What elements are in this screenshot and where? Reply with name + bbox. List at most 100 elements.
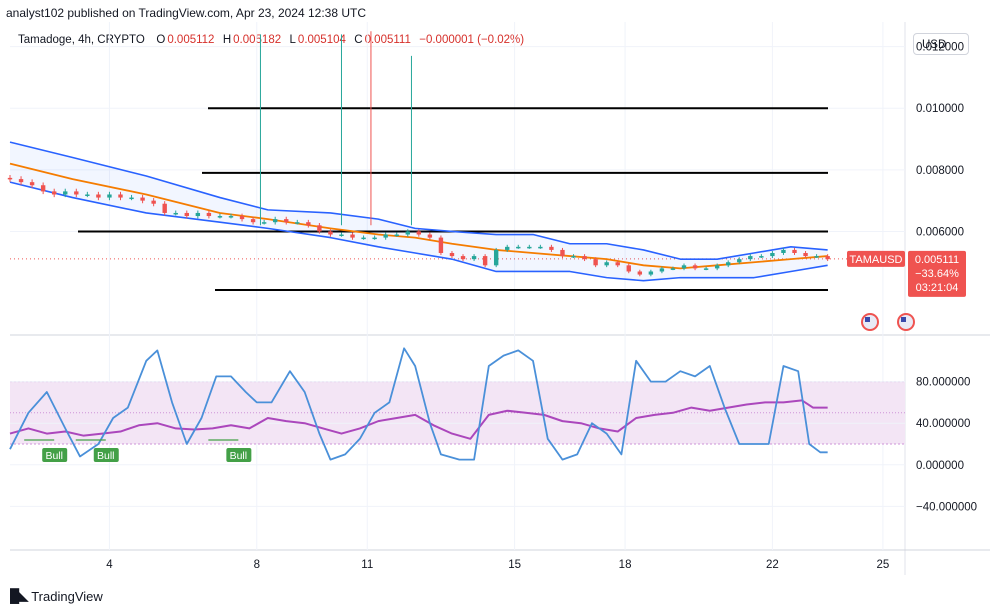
candle-body [560, 249, 565, 257]
candle-body [626, 265, 631, 272]
candle-body [482, 256, 488, 266]
price-tick-label: 0.008000 [916, 165, 964, 177]
candle-body [582, 256, 587, 260]
price-tag-price: 0.005111 [915, 254, 959, 266]
candle-body [339, 234, 344, 237]
candle-body [659, 268, 665, 272]
candle-body [306, 222, 311, 226]
open-label: O [156, 34, 166, 46]
candle-body [7, 177, 13, 180]
close-label: C [354, 34, 363, 46]
oscillator-tick-label: 40.000000 [916, 418, 970, 430]
price-tag-bg [908, 250, 966, 297]
flag-canton [865, 317, 870, 322]
close-value: 0.005111 [364, 34, 411, 46]
candle-body [648, 271, 654, 275]
candle-body [427, 234, 433, 238]
candle-body [527, 246, 532, 249]
candle-body [792, 249, 797, 253]
tradingview-logo[interactable]: █◣ TradingView [10, 588, 103, 604]
currency-button[interactable]: USD [913, 33, 969, 55]
price-tick-label: 0.006000 [916, 226, 964, 238]
candle-body [151, 200, 156, 204]
candle-body [416, 231, 422, 235]
symbol-tag-bg [847, 250, 905, 267]
candle-body [74, 191, 79, 195]
high-label: H [222, 34, 232, 46]
candle-body [759, 256, 764, 258]
candle-body [63, 191, 68, 195]
low-label: L [289, 34, 296, 46]
candle-body [206, 212, 212, 217]
candle-body [96, 194, 101, 198]
candle-body [239, 216, 245, 220]
x-tick-label: 25 [877, 559, 890, 571]
rsi-line [9, 399, 828, 440]
flag-canton [901, 317, 906, 322]
candle-body [107, 194, 112, 198]
candle-body [85, 194, 90, 196]
price-tick-label: 0.010000 [916, 103, 964, 115]
candle-body [284, 219, 289, 223]
candle-body [825, 256, 830, 260]
candle-body [261, 222, 267, 224]
candle-body [228, 216, 234, 218]
open-value: 0.005112 [167, 34, 215, 46]
candle-body [748, 256, 753, 260]
published-line: analyst102 published on TradingView.com,… [6, 6, 367, 20]
candle-body [505, 246, 510, 250]
symbol-tag: TAMAUSD [850, 254, 903, 266]
candle-body [549, 246, 554, 250]
candle-body [703, 268, 709, 270]
oscillator-tick-label: −40.000000 [916, 501, 977, 513]
candle-body [350, 234, 355, 238]
bull-label: Bull [230, 450, 248, 462]
candle-body [394, 234, 399, 237]
candle-body [140, 197, 145, 201]
candle-body [681, 265, 687, 269]
oscillator-tick-label: 80.000000 [916, 377, 970, 389]
change-value: −0.000001 (−0.02%) [419, 34, 525, 46]
candle-body [40, 185, 46, 192]
candle-body [714, 265, 720, 269]
candle-body [604, 262, 609, 266]
candle-body [295, 222, 300, 224]
candle-body [29, 182, 35, 186]
candle-body [449, 253, 455, 257]
candle-body [692, 265, 698, 269]
candle-body [51, 191, 57, 195]
candle-body [195, 212, 201, 217]
candle-body [637, 271, 643, 275]
candle-body [770, 253, 775, 257]
us-flag-icon [861, 313, 879, 331]
bollinger-lower-line [9, 181, 828, 282]
price-tag-change: −33.64% [915, 268, 959, 280]
x-tick-label: 11 [361, 559, 373, 571]
x-tick-label: 15 [508, 559, 521, 571]
bollinger-upper-line [9, 141, 828, 260]
candle-body [118, 194, 123, 198]
candle-body [217, 216, 223, 218]
candle-body [615, 262, 620, 266]
x-tick-label: 22 [766, 559, 779, 571]
bull-label: Bull [45, 450, 63, 462]
tradingview-mark-icon: █◣ [10, 588, 28, 603]
candle-body [18, 179, 24, 183]
candle-body [383, 234, 388, 238]
ohlc-legend: Tamadoge, 4h, CRYPTO O0.005112 H0.005182… [18, 34, 526, 46]
brand-label: TradingView [31, 588, 103, 604]
candle-body [814, 256, 819, 258]
candle-body [460, 256, 466, 260]
candle-body [516, 246, 521, 249]
bull-label: Bull [97, 450, 115, 462]
candle-body [129, 197, 134, 200]
candle-body [471, 256, 477, 260]
x-tick-label: 18 [619, 559, 632, 571]
bull-label-bg [42, 448, 68, 462]
candle-body [670, 268, 676, 270]
candle-body [184, 212, 189, 217]
candle-body [173, 212, 178, 215]
low-value: 0.005104 [297, 34, 346, 46]
symbol-label[interactable]: Tamadoge, 4h, CRYPTO [18, 34, 145, 46]
